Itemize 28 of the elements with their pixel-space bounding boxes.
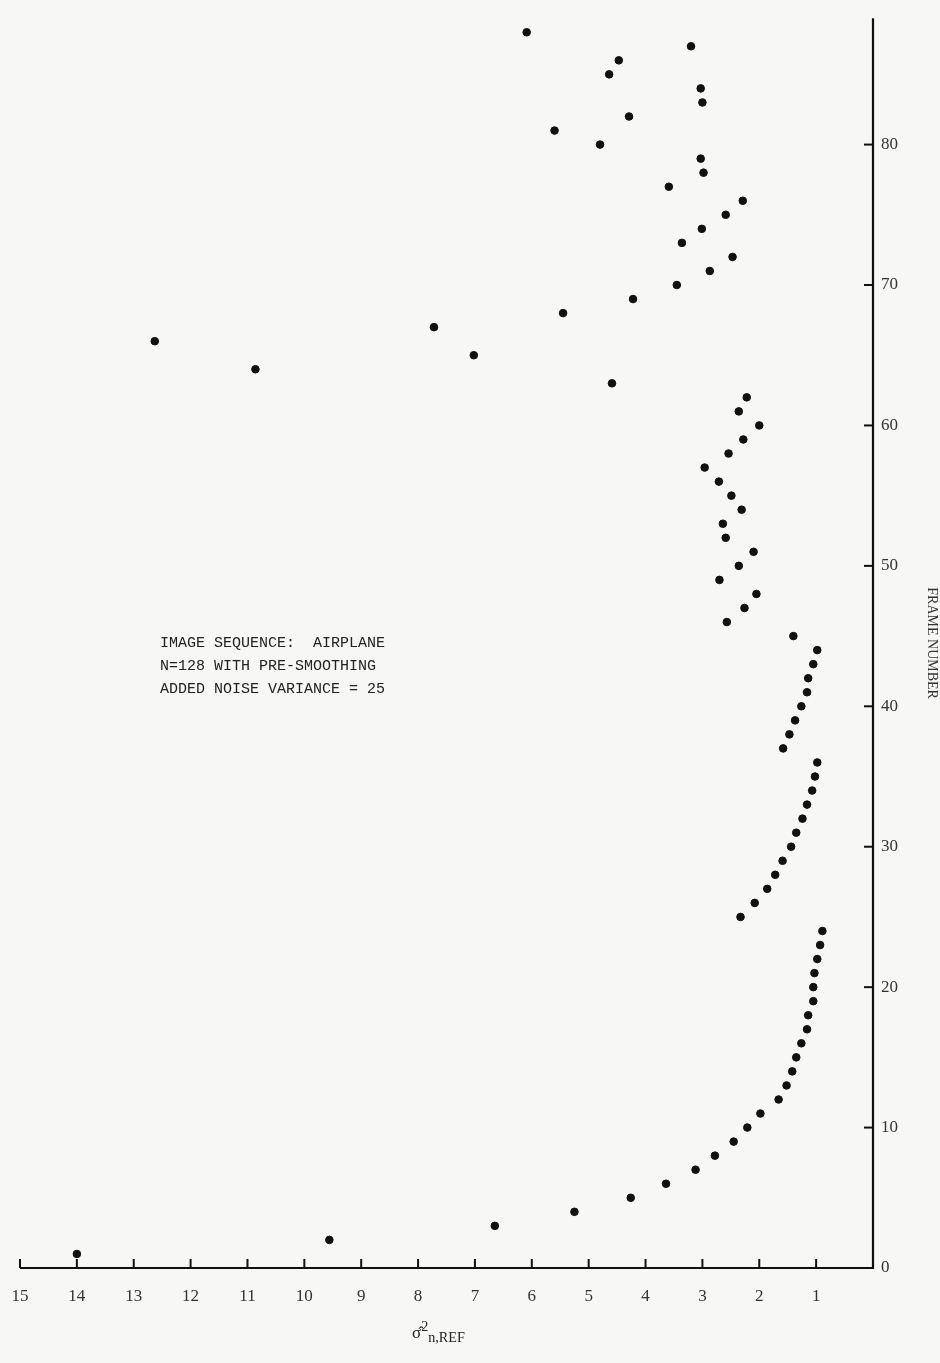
x-tick-label: 12 (182, 1285, 200, 1305)
y-tick-label: 20 (881, 976, 898, 996)
y-tick-label: 70 (881, 274, 898, 294)
y-tick-label: 80 (881, 134, 898, 154)
y-tick-label: 30 (881, 836, 898, 856)
x-tick-label: 2 (755, 1285, 764, 1305)
x-tick-label: 4 (641, 1285, 651, 1305)
y-tick-label: 50 (881, 555, 898, 575)
x-tick-label: 14 (68, 1285, 86, 1305)
y-tick-label: 10 (881, 1117, 898, 1137)
x-tick-label: 11 (239, 1285, 256, 1305)
x-tick-label: 3 (698, 1285, 707, 1305)
x-tick-label: 1 (811, 1285, 821, 1305)
y-tick-label: 0 (881, 1257, 890, 1277)
x-tick-label: 15 (11, 1285, 29, 1305)
x-tick-label: 9 (356, 1285, 366, 1305)
y-axis-title: FRAME NUMBER (924, 587, 940, 700)
x-tick-label: 7 (470, 1285, 480, 1305)
annotation: ADDED NOISE VARIANCE = 25 (160, 681, 386, 699)
x-tick-label: 13 (125, 1285, 143, 1305)
annotation: IMAGE SEQUENCE: AIRPLANE (160, 635, 386, 653)
x-tick-label: 10 (295, 1285, 313, 1305)
y-tick-label: 40 (881, 695, 898, 715)
y-tick-label: 60 (881, 414, 898, 434)
x-tick-label: 5 (584, 1285, 593, 1305)
x-tick-label: 6 (527, 1285, 537, 1305)
annotation: N=128 WITH PRE-SMOOTHING (160, 658, 377, 676)
x-tick-label: 8 (413, 1285, 423, 1305)
